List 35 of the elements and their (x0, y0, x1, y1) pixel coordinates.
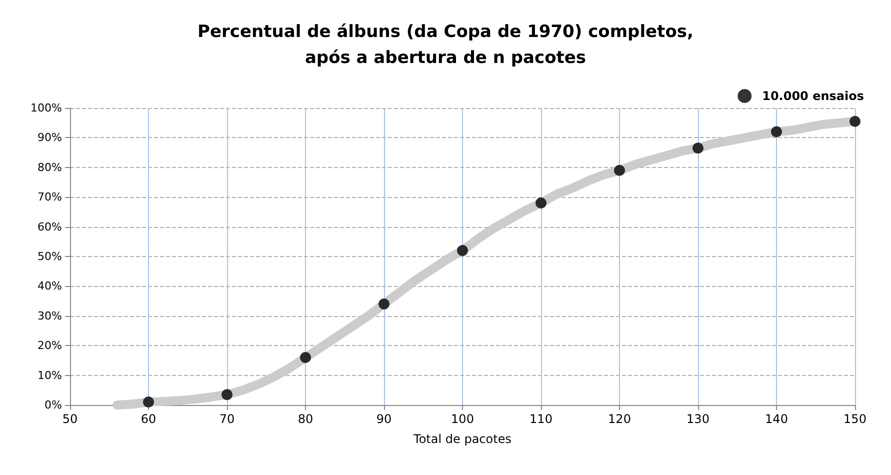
x-tick-label: 150 (844, 412, 866, 426)
x-tick-label: 80 (298, 412, 314, 426)
point (300, 352, 311, 363)
y-tick-label: 40% (38, 280, 62, 293)
x-tick-label: 130 (686, 412, 710, 426)
point (692, 142, 704, 154)
point (378, 298, 390, 310)
x-tick-label: 100 (451, 412, 474, 426)
x-tick-label: 140 (765, 412, 788, 426)
point (850, 116, 860, 127)
chart-title: Percentual de álbuns (da Copa de 1970) completos, após a abertura de n pacotes (198, 22, 694, 68)
point (614, 164, 625, 176)
x-tick-label: 90 (376, 412, 392, 426)
x-tick-label: 50 (62, 412, 78, 426)
point (536, 198, 546, 209)
x-tick-label: 70 (219, 412, 235, 426)
point (771, 126, 782, 138)
y-tick-label: 90% (38, 131, 62, 144)
y-tick-label: 0% (44, 398, 62, 412)
x-tick-label: 120 (608, 412, 631, 426)
x-tick-label: 60 (140, 412, 156, 426)
y-tick-label: 80% (38, 160, 62, 174)
point (143, 396, 154, 408)
point (457, 245, 468, 256)
point (222, 389, 232, 400)
x-axis-title: Total de pacotes (412, 432, 512, 446)
y-tick-label: 70% (38, 190, 62, 204)
y-tick-label: 20% (38, 339, 62, 352)
y-tick-label: 50% (38, 250, 62, 263)
legend-label: 10.000 ensaios (762, 89, 864, 103)
y-tick-label: 100% (30, 102, 62, 114)
y-tick-label: 10% (38, 368, 62, 382)
y-tick-label: 60% (38, 220, 62, 234)
x-tick-label: 110 (530, 412, 552, 426)
y-tick-label: 30% (38, 309, 62, 322)
